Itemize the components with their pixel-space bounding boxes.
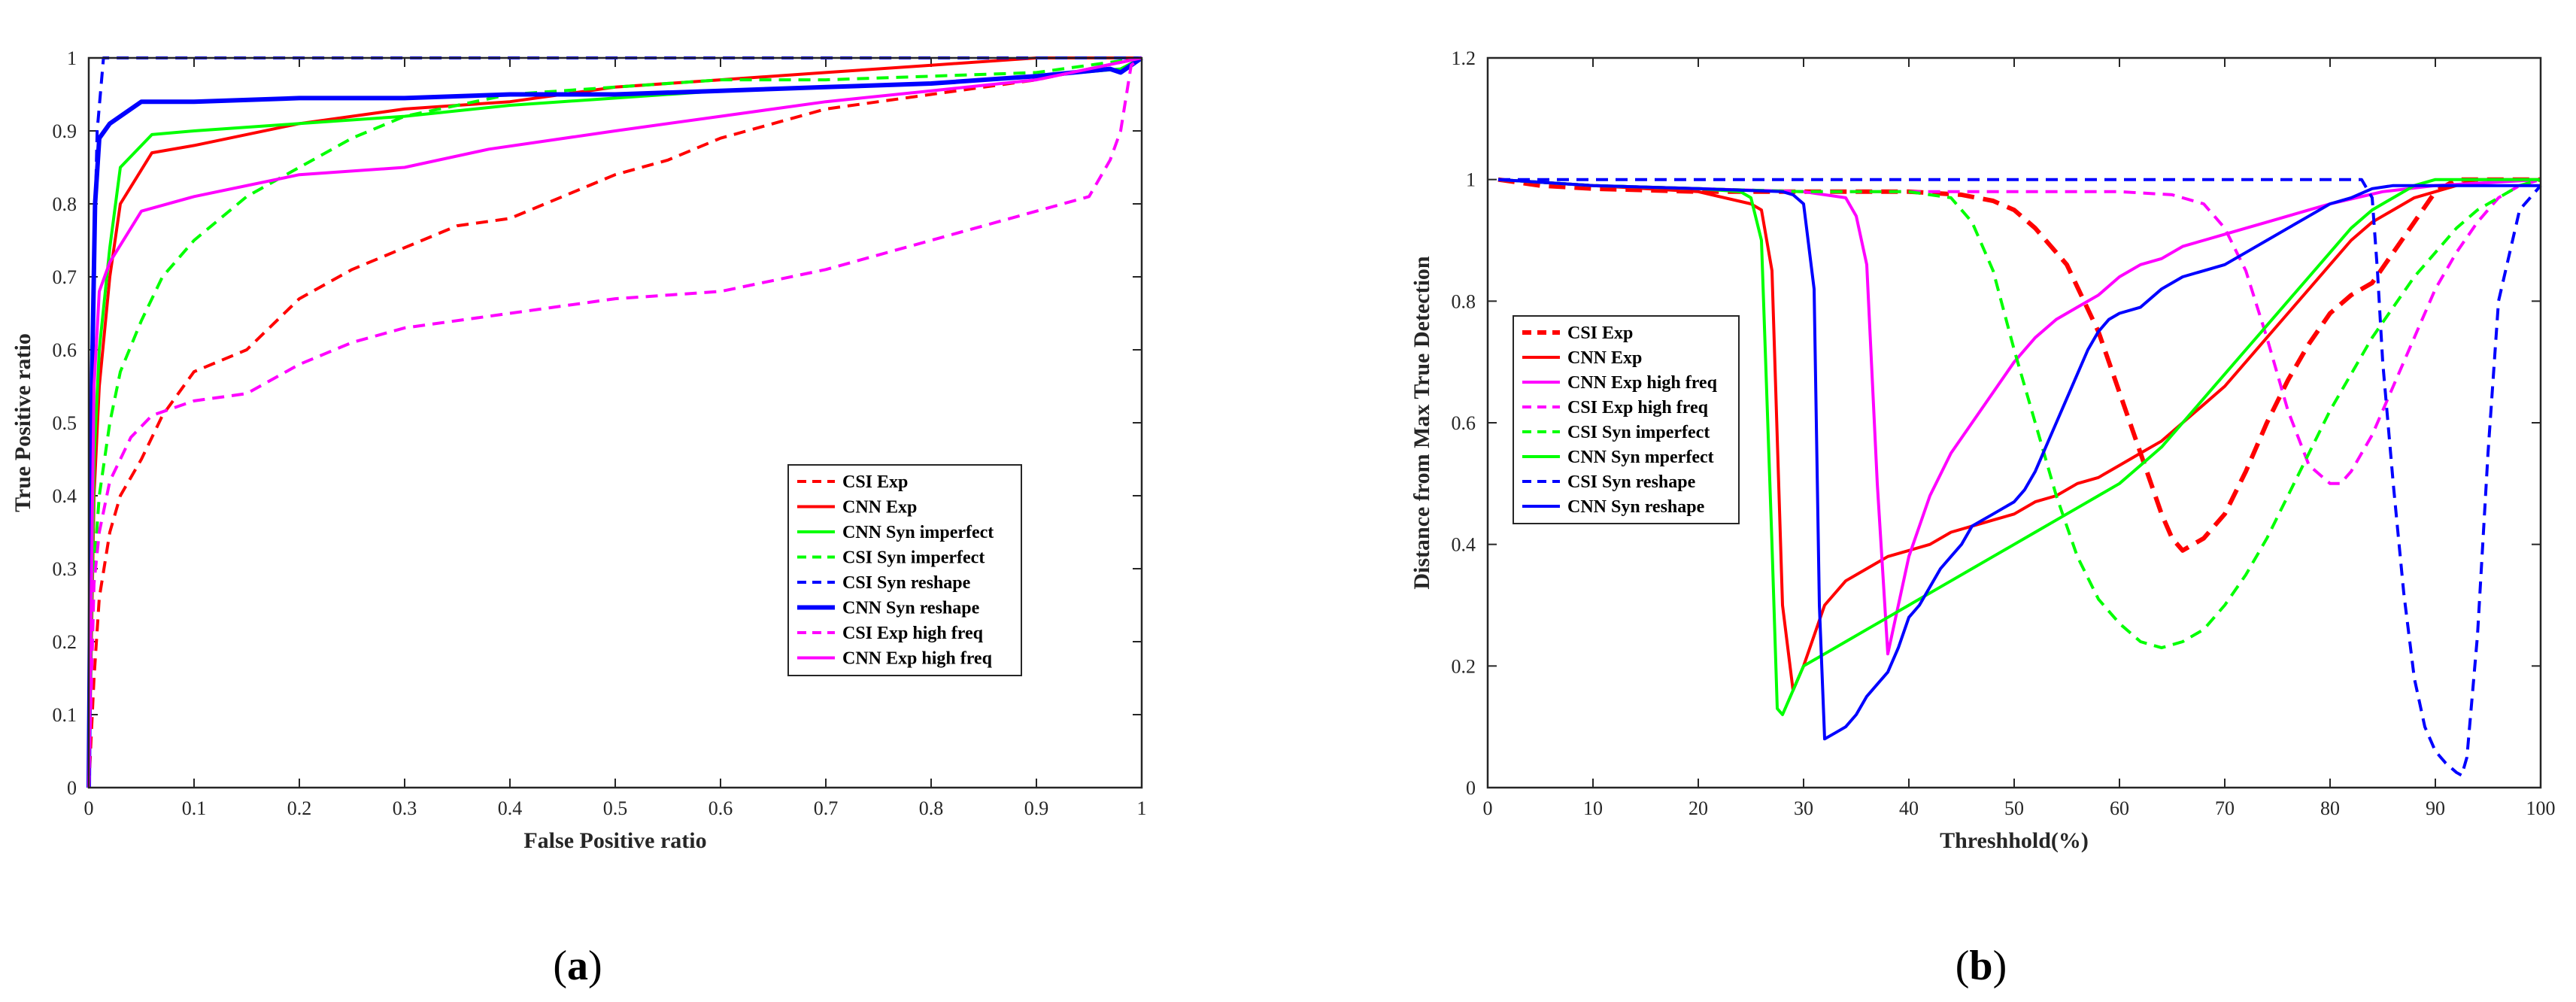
legend-entry: CSI Exp high freq bbox=[1567, 398, 1709, 418]
x-tick-label: 20 bbox=[1689, 797, 1708, 819]
legend: CSI Exp CNN Exp CNN Syn imperfect CSI Syn i… bbox=[787, 464, 1022, 676]
x-tick-label: 50 bbox=[2004, 797, 2024, 819]
legend-entry: CNN Exp high freq bbox=[1567, 373, 1718, 393]
y-tick-label: 0.4 bbox=[1452, 534, 1476, 556]
series-line-csi-syn-imperfect bbox=[1497, 178, 2541, 650]
x-axis-label: False Positive ratio bbox=[523, 828, 706, 853]
panel-caption: (a) bbox=[553, 943, 602, 989]
y-tick-label: 0 bbox=[67, 777, 77, 799]
legend-entry: CNN Syn reshape bbox=[1567, 497, 1705, 517]
x-tick-label: 10 bbox=[1583, 797, 1603, 819]
series-line-cnn-syn-reshape bbox=[86, 56, 1143, 788]
legend-entry: CNN Exp bbox=[842, 498, 917, 518]
chart-panel-b: 0 10 20 30 40 50 60 70 80 90 100 0 0.2 0.4 0.6 0.8 1 1.2 T… bbox=[1409, 47, 2556, 989]
x-tick-label: 0 bbox=[1483, 797, 1493, 819]
y-tick-label: 0.4 bbox=[53, 485, 77, 507]
legend-entry: CSI Syn reshape bbox=[842, 573, 971, 593]
legend-entry: CSI Syn imperfect bbox=[1567, 423, 1710, 442]
legend-entry: CSI Syn imperfect bbox=[842, 548, 985, 568]
y-tick-label: 0.1 bbox=[53, 704, 77, 726]
legend-box bbox=[787, 464, 1022, 676]
y-tick-label: 0.7 bbox=[53, 266, 77, 288]
axes-frame bbox=[87, 56, 1143, 789]
x-tick-label: 90 bbox=[2426, 797, 2445, 819]
x-tick-label: 40 bbox=[1899, 797, 1919, 819]
y-tick-label: 1 bbox=[67, 47, 77, 69]
y-axis-label: Distance from Max True Detection bbox=[1409, 256, 1434, 590]
x-tick-label: 0.7 bbox=[814, 797, 839, 819]
y-tick-label: 0 bbox=[1466, 777, 1476, 799]
x-tick-label: 0.5 bbox=[603, 797, 628, 819]
series-line-cnn-syn-mperfect bbox=[1497, 178, 2541, 716]
x-tick-label: 1 bbox=[1137, 797, 1147, 819]
legend-entry: CSI Exp high freq bbox=[842, 624, 984, 643]
y-tick-label: 0.3 bbox=[53, 558, 77, 580]
y-tick-label: 0.8 bbox=[1452, 290, 1476, 312]
x-tick-label: 0.3 bbox=[393, 797, 417, 819]
y-tick-label: 1.2 bbox=[1452, 47, 1476, 69]
x-tick-label: 0.2 bbox=[287, 797, 312, 819]
x-tick-label: 70 bbox=[2215, 797, 2235, 819]
series-line-cnn-exp-high-freq bbox=[1497, 178, 2541, 656]
y-tick-label: 0.9 bbox=[53, 120, 77, 142]
x-tick-label: 100 bbox=[2526, 797, 2556, 819]
x-tick-label: 80 bbox=[2320, 797, 2340, 819]
x-tick-label: 30 bbox=[1794, 797, 1813, 819]
x-axis-label: Threshhold(%) bbox=[1940, 828, 2089, 853]
series-line-csi-exp bbox=[87, 56, 1142, 788]
series-line-csi-syn-imperfect bbox=[87, 56, 1142, 788]
x-tick-label: 0 bbox=[84, 797, 94, 819]
axes-frame bbox=[1486, 56, 2542, 789]
legend-box bbox=[1513, 315, 1740, 524]
legend-entry: CSI Exp bbox=[842, 472, 908, 492]
plot-area bbox=[89, 58, 1142, 788]
y-tick-label: 0.2 bbox=[53, 631, 77, 653]
legend: CSI Exp CNN Exp CNN Exp high freq CSI Exp h… bbox=[1513, 315, 1740, 524]
legend-entry: CNN Syn imperfect bbox=[842, 523, 994, 542]
chart-panel-a: 0 0.1 0.2 0.3 0.4 0.5 0.6 0.7 0.8 0.9 1 0 0.1 0.2 0.3 0… bbox=[11, 47, 1147, 989]
y-tick-label: 0.2 bbox=[1452, 655, 1476, 677]
legend-entry: CSI Syn reshape bbox=[1567, 472, 1696, 492]
legend-entry: CNN Exp bbox=[1567, 348, 1642, 368]
y-tick-label: 0.8 bbox=[53, 193, 77, 215]
legend-entry: CNN Syn reshape bbox=[842, 599, 980, 618]
legend-entry: CSI Exp bbox=[1567, 323, 1633, 343]
x-tick-label: 60 bbox=[2110, 797, 2129, 819]
series-line-cnn-exp-high-freq bbox=[87, 56, 1142, 788]
x-tick-label: 0.6 bbox=[708, 797, 733, 819]
series-line-csi-exp-high-freq bbox=[87, 56, 1143, 788]
y-tick-label: 0.6 bbox=[1452, 412, 1476, 434]
x-tick-label: 0.8 bbox=[919, 797, 944, 819]
legend-entry: CNN Exp high freq bbox=[842, 649, 993, 669]
x-tick-label: 0.9 bbox=[1024, 797, 1049, 819]
x-tick-label: 0.1 bbox=[182, 797, 207, 819]
series-line-csi-exp-high-freq bbox=[1497, 178, 2541, 485]
series-line-cnn-exp bbox=[87, 56, 1142, 788]
series-line-cnn-syn-reshape bbox=[1497, 178, 2541, 741]
y-tick-label: 0.6 bbox=[53, 339, 77, 361]
y-tick-label: 0.5 bbox=[53, 412, 77, 434]
y-tick-label: 1 bbox=[1466, 169, 1476, 191]
series-line-cnn-exp bbox=[1497, 178, 2541, 692]
legend-entry: CNN Syn mperfect bbox=[1567, 448, 1714, 467]
y-axis-label: True Positive ratio bbox=[11, 333, 35, 512]
panel-caption: (b) bbox=[1956, 943, 2007, 989]
x-tick-label: 0.4 bbox=[498, 797, 523, 819]
